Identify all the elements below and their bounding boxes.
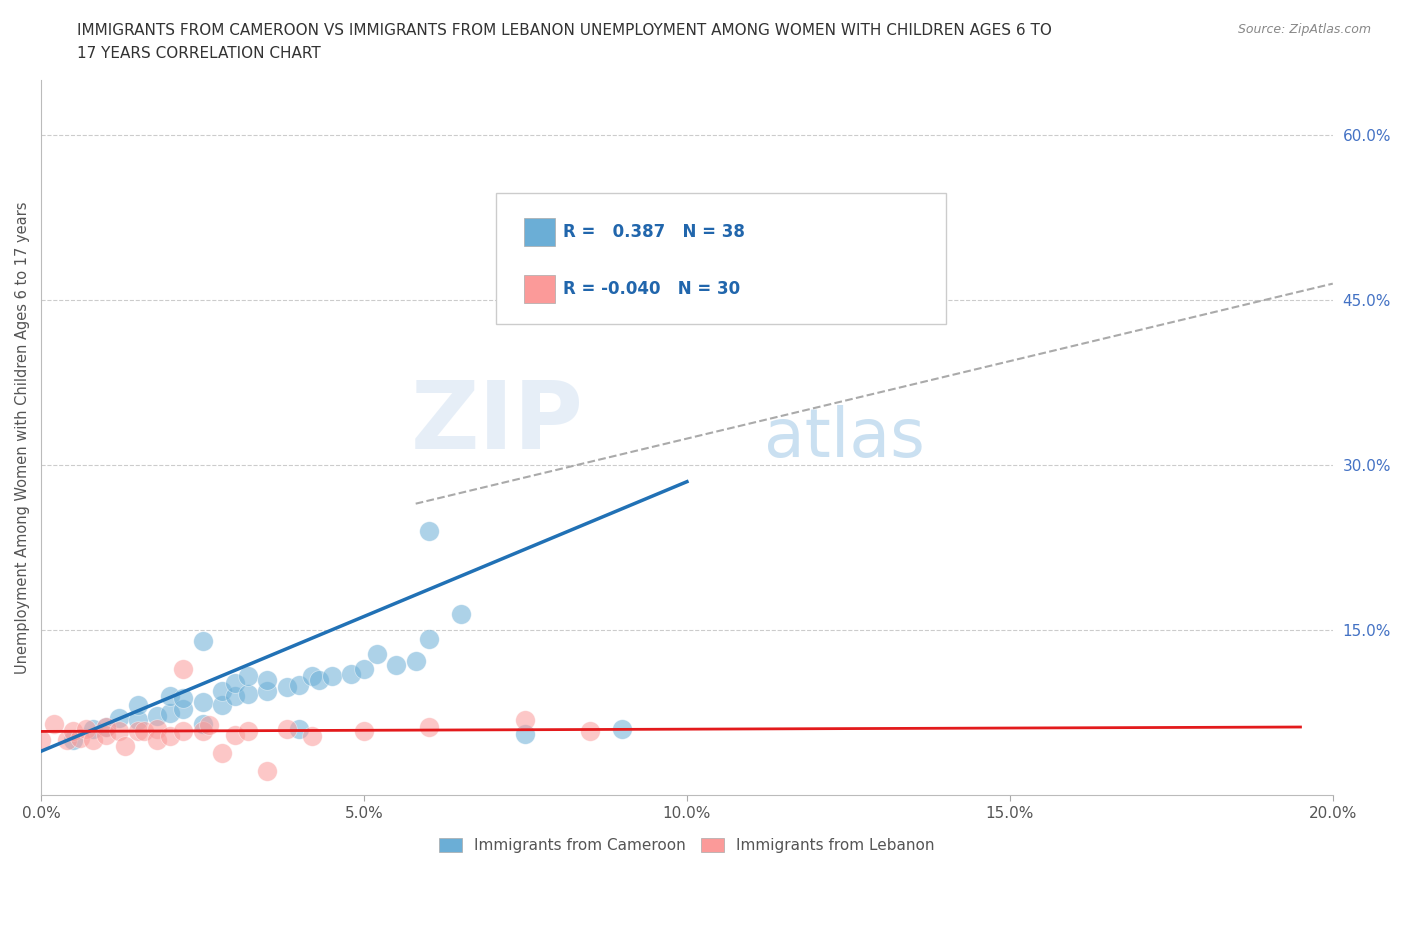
Point xyxy=(62,724,84,738)
Point xyxy=(82,733,104,748)
Point xyxy=(211,684,233,698)
Point xyxy=(301,728,323,743)
Point xyxy=(62,733,84,748)
Text: R =   0.387   N = 38: R = 0.387 N = 38 xyxy=(564,222,745,241)
Point xyxy=(146,733,169,748)
Point xyxy=(288,678,311,693)
Point xyxy=(159,689,181,704)
Point xyxy=(94,720,117,735)
Point xyxy=(236,724,259,738)
Point xyxy=(385,658,408,672)
Point xyxy=(224,689,246,704)
Point xyxy=(405,654,427,669)
Legend: Immigrants from Cameroon, Immigrants from Lebanon: Immigrants from Cameroon, Immigrants fro… xyxy=(433,831,941,859)
Point xyxy=(301,669,323,684)
Point xyxy=(321,669,343,684)
Point xyxy=(107,711,129,725)
Point xyxy=(224,727,246,742)
Point xyxy=(256,764,278,778)
Point xyxy=(340,667,363,682)
Point xyxy=(191,695,214,710)
Point xyxy=(191,716,214,731)
Point xyxy=(159,705,181,720)
Text: atlas: atlas xyxy=(765,405,925,471)
Point xyxy=(224,675,246,690)
Point xyxy=(127,698,149,712)
Point xyxy=(146,709,169,724)
Point xyxy=(450,606,472,621)
Point xyxy=(515,726,537,741)
Point xyxy=(127,724,149,738)
Point xyxy=(159,728,181,743)
Point xyxy=(172,724,194,738)
Point xyxy=(418,631,440,646)
Point xyxy=(69,731,91,746)
Text: Source: ZipAtlas.com: Source: ZipAtlas.com xyxy=(1237,23,1371,36)
Point xyxy=(30,733,52,748)
Point xyxy=(353,661,375,676)
Point xyxy=(146,722,169,737)
Point xyxy=(256,684,278,698)
Point xyxy=(418,524,440,538)
Point xyxy=(236,669,259,684)
Point xyxy=(236,686,259,701)
Point xyxy=(276,722,298,737)
Point xyxy=(191,633,214,648)
Point xyxy=(191,724,214,738)
Point xyxy=(94,720,117,735)
Point xyxy=(127,713,149,728)
Point xyxy=(366,647,388,662)
Point xyxy=(56,733,79,748)
Y-axis label: Unemployment Among Women with Children Ages 6 to 17 years: Unemployment Among Women with Children A… xyxy=(15,202,30,674)
Point xyxy=(418,720,440,735)
Point xyxy=(172,661,194,676)
Point xyxy=(172,702,194,717)
Point xyxy=(612,722,634,737)
Point xyxy=(114,738,136,753)
Text: R = -0.040   N = 30: R = -0.040 N = 30 xyxy=(564,280,740,298)
Point xyxy=(198,717,221,732)
Point xyxy=(276,680,298,695)
Point xyxy=(82,722,104,737)
Point xyxy=(172,691,194,706)
Point xyxy=(211,746,233,761)
Point xyxy=(515,713,537,728)
Point xyxy=(75,722,97,737)
Point xyxy=(256,672,278,687)
Point xyxy=(579,724,602,738)
Point xyxy=(353,724,375,738)
Point xyxy=(94,727,117,742)
Point xyxy=(211,698,233,712)
Point xyxy=(42,716,65,731)
Text: ZIP: ZIP xyxy=(411,378,583,470)
Point xyxy=(134,724,156,738)
Point xyxy=(288,722,311,737)
Text: 17 YEARS CORRELATION CHART: 17 YEARS CORRELATION CHART xyxy=(77,46,321,61)
Point xyxy=(107,724,129,738)
Point xyxy=(308,672,330,687)
Text: IMMIGRANTS FROM CAMEROON VS IMMIGRANTS FROM LEBANON UNEMPLOYMENT AMONG WOMEN WIT: IMMIGRANTS FROM CAMEROON VS IMMIGRANTS F… xyxy=(77,23,1052,38)
